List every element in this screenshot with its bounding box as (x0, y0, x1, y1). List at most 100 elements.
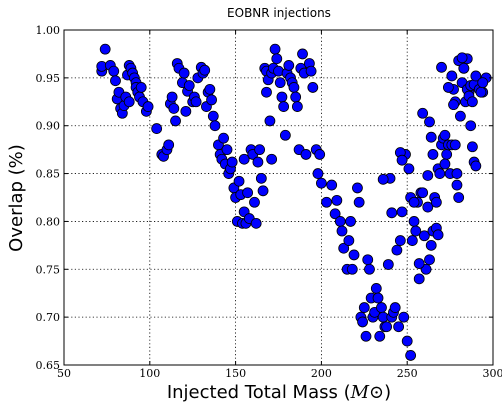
data-point (448, 99, 459, 111)
data-point (396, 154, 408, 166)
data-point (226, 156, 238, 168)
data-point (252, 156, 264, 168)
data-point (477, 77, 489, 89)
data-point (207, 110, 219, 122)
data-point (467, 96, 478, 108)
y-tick-label: 0.75 (36, 263, 61, 276)
data-point (467, 141, 478, 153)
x-axis-unit: M⊙ (350, 382, 385, 402)
data-point (470, 70, 482, 82)
data-point (300, 149, 312, 160)
data-point (218, 132, 229, 144)
data-point (360, 330, 372, 342)
data-point (99, 43, 111, 55)
data-point (291, 101, 303, 112)
data-point (405, 350, 417, 361)
data-point (233, 175, 245, 187)
data-point (439, 158, 451, 170)
data-point (417, 187, 429, 199)
data-point (345, 216, 356, 227)
data-point (338, 242, 350, 254)
data-point (166, 91, 178, 103)
data-point (458, 62, 470, 74)
data-point (372, 292, 384, 304)
data-point (307, 82, 319, 93)
data-point (370, 283, 382, 294)
data-point (422, 201, 434, 213)
data-point (199, 64, 211, 76)
data-point (283, 60, 295, 71)
data-point (408, 216, 420, 227)
data-point (441, 149, 453, 160)
data-point (362, 254, 374, 266)
data-point (451, 168, 463, 179)
data-point (209, 120, 221, 132)
data-point (336, 225, 348, 237)
y-tick-label: 0.70 (36, 311, 61, 324)
data-points (96, 43, 492, 361)
data-point (110, 75, 121, 87)
data-point (439, 129, 451, 141)
data-point (278, 101, 290, 112)
data-point (314, 149, 326, 160)
x-tick-label: 100 (139, 367, 160, 380)
data-point (403, 163, 415, 175)
data-point (264, 115, 276, 127)
data-point (358, 302, 370, 313)
data-point (331, 194, 343, 206)
data-point (334, 216, 346, 227)
y-tick-label: 0.65 (36, 359, 61, 372)
data-point (326, 179, 338, 191)
y-tick-label: 0.95 (36, 72, 61, 85)
data-point (151, 123, 163, 134)
data-point (206, 94, 217, 106)
x-tick-labels: 50 100 150 200 250 300 (57, 367, 502, 380)
data-point (470, 160, 482, 172)
data-point (178, 67, 190, 79)
data-point (420, 263, 432, 275)
y-tick-label: 1.00 (36, 24, 61, 37)
data-point (221, 144, 233, 156)
data-point (424, 116, 435, 128)
data-point (425, 131, 437, 143)
data-point (389, 302, 401, 313)
data-point (343, 235, 355, 246)
data-point (255, 172, 267, 184)
data-point (254, 144, 266, 156)
data-point (266, 153, 278, 165)
data-point (274, 77, 286, 89)
data-point (381, 321, 393, 333)
data-point (410, 225, 422, 237)
chart-title: EOBNR injections (227, 6, 331, 20)
data-point (346, 263, 358, 275)
data-point (425, 239, 437, 251)
data-point (163, 139, 175, 151)
x-axis-label: Injected Total Mass (M⊙) (167, 382, 391, 402)
data-point (382, 259, 394, 270)
x-axis-label-close: ) (384, 382, 391, 402)
data-point (123, 96, 135, 108)
y-tick-labels: 0.65 0.70 0.75 0.80 0.85 0.90 0.95 1.00 (36, 24, 61, 372)
data-point (418, 230, 430, 242)
data-point (180, 105, 192, 117)
data-point (446, 70, 458, 82)
x-axis-label-text: Injected Total Mass ( (167, 382, 351, 402)
data-point (329, 208, 341, 220)
data-point (453, 192, 465, 203)
y-axis-label: Overlap (%) (6, 144, 27, 252)
data-point (352, 182, 363, 194)
data-point (168, 103, 180, 114)
data-point (142, 101, 154, 112)
data-point (271, 53, 283, 65)
data-point (417, 107, 429, 119)
data-point (434, 168, 446, 179)
data-point (406, 235, 418, 246)
y-tick-label: 0.80 (36, 215, 61, 228)
data-point (422, 170, 434, 181)
data-point (430, 196, 442, 208)
y-tick-label: 0.85 (36, 168, 61, 181)
data-point (257, 185, 269, 197)
data-point (238, 153, 250, 165)
data-point (190, 96, 202, 108)
y-tick-label: 0.90 (36, 120, 61, 133)
